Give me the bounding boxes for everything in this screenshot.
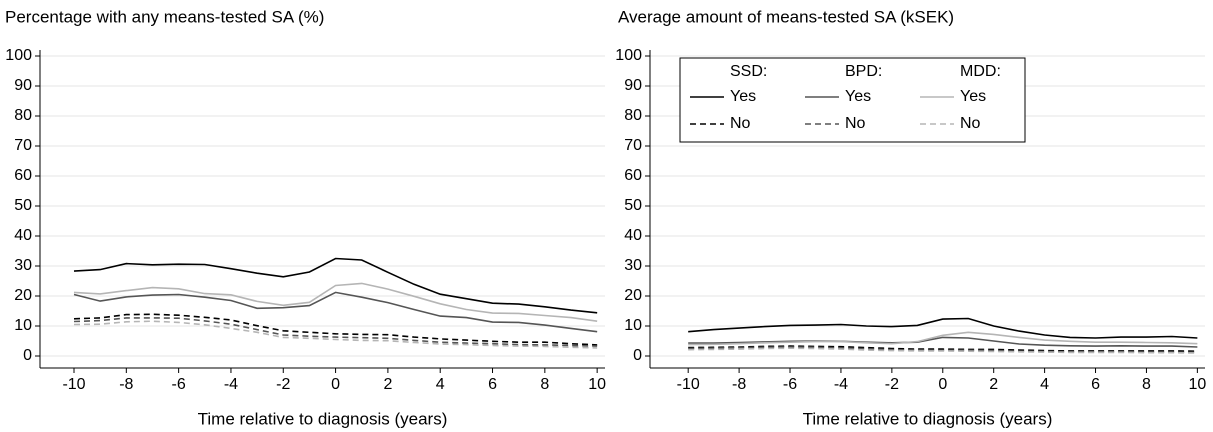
- chart-title: Percentage with any means-tested SA (%): [5, 7, 324, 26]
- chart-title: Average amount of means-tested SA (kSEK): [618, 7, 954, 26]
- x-axis-label: Time relative to diagnosis (years): [803, 409, 1053, 428]
- series-line: [73, 291, 598, 333]
- y-tick-label: 80: [14, 107, 32, 124]
- x-tick-label: -8: [119, 376, 133, 393]
- x-tick-label: 8: [1142, 376, 1151, 393]
- y-tick-label: 70: [624, 137, 642, 154]
- y-tick-label: 50: [14, 197, 32, 214]
- y-tick-label: 100: [5, 47, 32, 64]
- x-tick-label: -2: [885, 376, 899, 393]
- legend-heading: SSD:: [730, 63, 767, 80]
- legend-label: No: [960, 115, 981, 132]
- y-tick-label: 40: [14, 227, 32, 244]
- y-tick-label: 20: [14, 287, 32, 304]
- series-line: [73, 282, 598, 322]
- x-tick-label: 8: [540, 376, 549, 393]
- y-tick-label: 10: [14, 317, 32, 334]
- x-tick-label: -10: [677, 376, 700, 393]
- x-tick-label: 10: [588, 376, 606, 393]
- series-line: [73, 313, 598, 346]
- y-tick-label: 10: [624, 317, 642, 334]
- x-tick-label: 6: [488, 376, 497, 393]
- x-tick-label: -4: [224, 376, 238, 393]
- y-tick-label: 70: [14, 137, 32, 154]
- x-tick-label: 2: [989, 376, 998, 393]
- x-tick-label: -6: [783, 376, 797, 393]
- x-tick-label: -10: [62, 376, 85, 393]
- y-tick-label: 0: [633, 347, 642, 364]
- y-tick-label: 20: [624, 287, 642, 304]
- y-tick-label: 60: [624, 167, 642, 184]
- y-tick-label: 0: [23, 347, 32, 364]
- y-tick-label: 50: [624, 197, 642, 214]
- y-tick-label: 90: [14, 77, 32, 94]
- y-tick-label: 80: [624, 107, 642, 124]
- series-line: [688, 317, 1198, 339]
- y-tick-label: 60: [14, 167, 32, 184]
- y-tick-label: 90: [624, 77, 642, 94]
- y-tick-label: 30: [14, 257, 32, 274]
- series-line: [73, 257, 598, 314]
- x-tick-label: -4: [834, 376, 848, 393]
- series-line: [688, 331, 1198, 346]
- x-axis-label: Time relative to diagnosis (years): [198, 409, 448, 428]
- legend-heading: MDD:: [960, 63, 1001, 80]
- legend-label: Yes: [960, 88, 986, 105]
- legend-label: No: [845, 115, 866, 132]
- x-tick-label: -2: [276, 376, 290, 393]
- legend-heading: BPD:: [845, 63, 882, 80]
- y-tick-label: 100: [615, 47, 642, 64]
- series-line: [688, 345, 1198, 352]
- x-tick-label: 6: [1091, 376, 1100, 393]
- x-tick-label: 0: [938, 376, 947, 393]
- x-tick-label: 10: [1188, 376, 1206, 393]
- y-tick-label: 30: [624, 257, 642, 274]
- series-line: [73, 317, 598, 347]
- series-line: [688, 336, 1198, 348]
- legend-label: Yes: [845, 88, 871, 105]
- series-line: [73, 320, 598, 349]
- x-tick-label: 4: [1040, 376, 1049, 393]
- legend-box: [679, 57, 1026, 143]
- legend-label: Yes: [730, 88, 756, 105]
- x-tick-label: 4: [436, 376, 445, 393]
- legend-label: No: [730, 115, 751, 132]
- series-line: [688, 347, 1198, 354]
- x-tick-label: -6: [172, 376, 186, 393]
- x-tick-label: 2: [383, 376, 392, 393]
- y-tick-label: 40: [624, 227, 642, 244]
- x-tick-label: 0: [331, 376, 340, 393]
- x-tick-label: -8: [732, 376, 746, 393]
